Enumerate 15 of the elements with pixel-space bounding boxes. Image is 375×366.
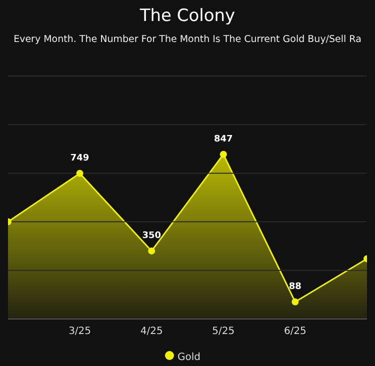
x-tick-label: 5/25 (212, 326, 235, 338)
chart-title: The Colony (138, 5, 236, 28)
point (220, 150, 227, 158)
x-tick-label: 3/25 (68, 326, 92, 338)
data-label: 749 (70, 153, 90, 164)
point (292, 298, 299, 306)
data-label: 88 (288, 282, 302, 292)
point (148, 247, 156, 254)
legend-label: Gold (178, 352, 200, 363)
data-label: 847 (214, 134, 233, 144)
x-tick-label: 6/25 (284, 326, 306, 338)
chart-subtitle: Every Month. The Number For The Month Is The Current Gold Buy/Sell Ra (12, 33, 362, 47)
x-tick-label: 4/25 (140, 326, 163, 338)
point (76, 170, 84, 177)
data-label: 350 (142, 230, 161, 241)
